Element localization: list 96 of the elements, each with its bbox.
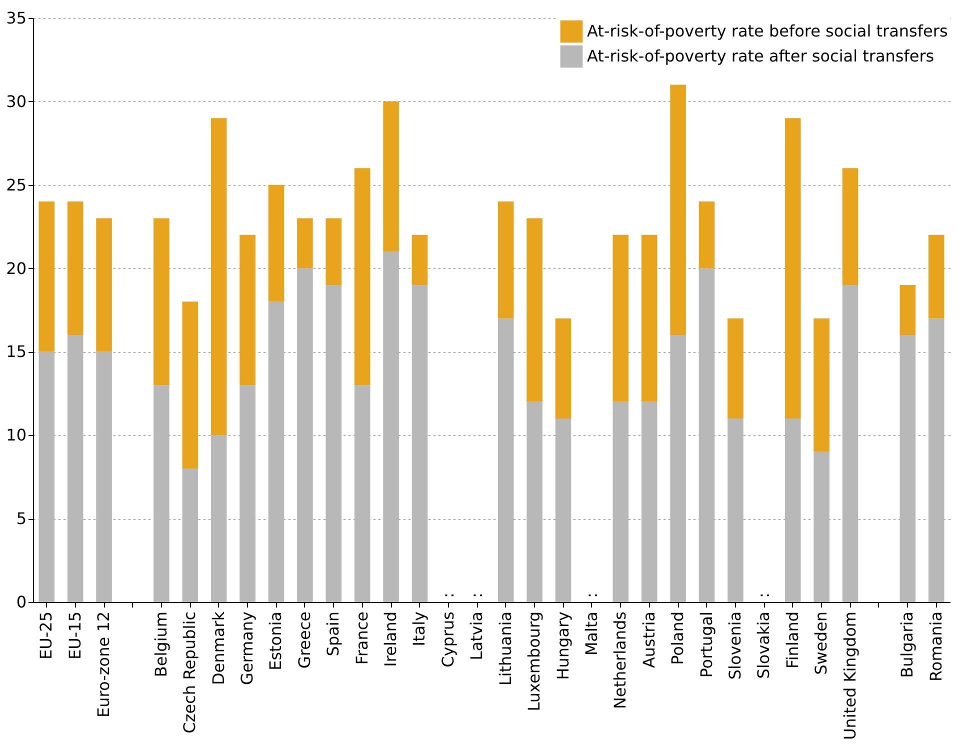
bar — [842, 284, 858, 602]
bar — [326, 218, 342, 285]
text: : — [438, 592, 458, 598]
bar — [670, 84, 686, 336]
bar — [96, 352, 112, 602]
x-tick-label: Austria — [639, 612, 658, 668]
x-tick-label: EU-15 — [65, 612, 84, 660]
x-tick-label: Denmark — [208, 610, 228, 686]
bar — [67, 202, 84, 336]
bar — [555, 318, 572, 418]
bar — [814, 452, 830, 602]
bar — [297, 218, 313, 268]
bar — [784, 418, 801, 602]
x-tick-label: Slovenia — [725, 612, 744, 680]
bar — [182, 468, 198, 602]
bar — [210, 118, 227, 436]
bar — [928, 234, 944, 318]
bar — [555, 418, 572, 602]
bar — [240, 385, 256, 602]
bar — [354, 168, 370, 386]
bar — [728, 418, 744, 602]
x-tick-label: Romania — [926, 612, 946, 682]
bar — [383, 252, 399, 602]
bar — [268, 302, 284, 602]
bar — [498, 318, 514, 602]
x-tick-label: Lithuania — [496, 612, 515, 686]
x-tick-label: Slovakia — [754, 612, 774, 679]
bar — [842, 168, 858, 285]
bar — [900, 335, 916, 602]
bar — [383, 101, 399, 252]
bar — [784, 118, 801, 418]
bar — [670, 335, 686, 602]
x-tick-label: Czech Republic — [180, 612, 200, 734]
x-tick-label: EU-25 — [36, 612, 56, 660]
bar — [210, 435, 227, 602]
x-tick-label: Bulgaria — [898, 612, 917, 678]
text: : — [582, 592, 601, 598]
x-tick-label: Luxembourg — [524, 612, 544, 712]
legend-label: At-risk-of-poverty rate after social transfers — [587, 46, 934, 66]
bar — [182, 302, 198, 469]
x-tick-label: Germany — [238, 612, 257, 686]
bar — [354, 385, 370, 602]
bar — [526, 402, 542, 602]
x-tick-label: Sweden — [812, 612, 831, 675]
bar — [96, 218, 112, 352]
bar — [728, 318, 744, 418]
bar — [38, 352, 55, 602]
bar — [526, 218, 542, 402]
x-tick-label: Spain — [324, 612, 343, 656]
bar — [498, 202, 514, 318]
bar — [900, 284, 916, 336]
y-tick-label: 5 — [16, 509, 26, 528]
bar — [297, 268, 313, 602]
y-tick-label: 0 — [16, 592, 26, 612]
x-tick-label: Finland — [782, 612, 802, 669]
bar — [412, 234, 428, 285]
x-tick-label: Ireland — [381, 612, 400, 667]
bar — [240, 234, 256, 386]
x-tick-label: France — [352, 612, 372, 665]
bar — [698, 202, 715, 268]
bar — [612, 402, 629, 602]
x-tick-label: Poland — [668, 612, 688, 665]
bar — [612, 234, 629, 402]
x-tick-label: Latvia — [467, 612, 486, 660]
x-tick-label: Estonia — [266, 612, 286, 670]
x-tick-label: Portugal — [696, 612, 716, 678]
x-tick-label: Euro-zone 12 — [94, 612, 114, 718]
y-tick-label: 10 — [6, 426, 26, 445]
text: : — [467, 592, 486, 598]
x-tick-label: Cyprus — [438, 612, 458, 668]
bar — [412, 284, 428, 602]
bar — [38, 202, 55, 352]
y-tick-label: 20 — [6, 258, 26, 278]
bar — [154, 385, 170, 602]
x-tick-label: Hungary — [553, 612, 572, 680]
x-tick-label: Belgium — [151, 612, 170, 678]
text: : — [754, 592, 774, 598]
x-tick-label: Netherlands — [610, 612, 630, 710]
x-tick-label: Greece — [294, 612, 314, 668]
bar — [154, 218, 170, 386]
legend-label: At-risk-of-poverty rate before social transfers — [587, 22, 948, 40]
x-tick-label: United Kingdom — [840, 612, 860, 740]
bar — [698, 268, 715, 602]
bar — [641, 234, 658, 402]
bar — [814, 318, 830, 452]
bar — [928, 318, 944, 602]
y-tick-label: 35 — [6, 8, 26, 28]
y-tick-label: 25 — [6, 175, 26, 194]
x-tick-label: Italy — [410, 612, 429, 646]
bar — [268, 184, 284, 302]
bar — [641, 402, 658, 602]
bar — [67, 335, 84, 602]
y-tick-label: 15 — [6, 342, 26, 362]
x-tick-label: Malta — [582, 612, 601, 656]
bar — [326, 284, 342, 602]
y-tick-label: 30 — [6, 92, 26, 111]
